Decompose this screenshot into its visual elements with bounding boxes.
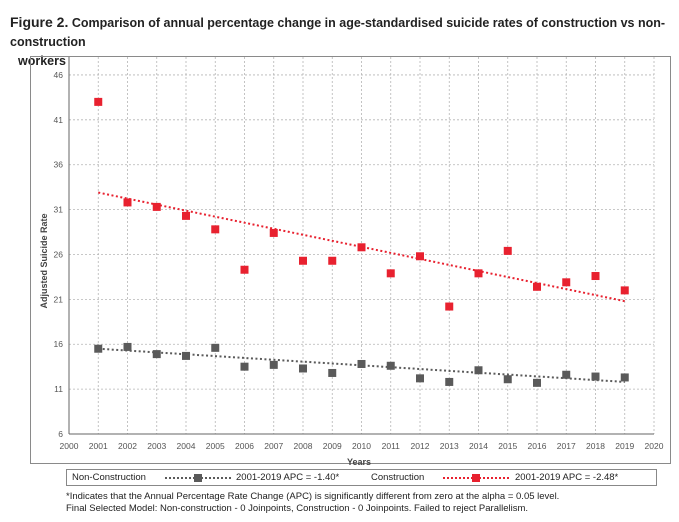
- non-construction-point: [269, 360, 278, 369]
- x-tick-label: 2007: [264, 441, 283, 451]
- construction-point: [357, 243, 366, 252]
- x-tick-label: 2015: [498, 441, 517, 451]
- y-tick-label: 26: [54, 249, 64, 259]
- construction-point: [620, 286, 629, 295]
- legend-noncon-apc: 2001-2019 APC = -1.40*: [236, 472, 340, 483]
- construction-point: [445, 302, 454, 311]
- x-tick-label: 2005: [206, 441, 225, 451]
- y-axis-label: Adjusted Suicide Rate: [39, 213, 49, 308]
- x-tick-label: 2017: [557, 441, 576, 451]
- x-axis-label: Years: [347, 457, 371, 467]
- non-construction-point: [562, 370, 571, 379]
- non-construction-point: [94, 344, 103, 353]
- marker-layer: [94, 97, 629, 387]
- non-construction-point: [123, 342, 132, 351]
- x-tick-label: 2012: [411, 441, 430, 451]
- x-tick-label: 2020: [645, 441, 664, 451]
- non-construction-point: [152, 350, 161, 359]
- non-construction-point: [503, 375, 512, 384]
- non-construction-point: [357, 359, 366, 368]
- x-tick-label: 2014: [469, 441, 488, 451]
- y-tick-label: 16: [54, 339, 64, 349]
- legend-noncon-label: Non-Construction: [72, 472, 146, 483]
- y-tick-label: 46: [54, 70, 64, 80]
- legend-noncon-swatch: [165, 474, 231, 482]
- x-tick-label: 2019: [615, 441, 634, 451]
- non-construction-point: [182, 351, 190, 360]
- construction-point: [503, 246, 512, 255]
- y-tick-label: 36: [54, 160, 64, 170]
- construction-point: [299, 256, 307, 265]
- construction-point: [152, 202, 161, 211]
- non-construction-point: [240, 362, 249, 371]
- construction-point: [182, 211, 190, 220]
- x-tick-label: 2013: [440, 441, 459, 451]
- title-text-line2: workers: [18, 54, 66, 68]
- construction-point: [269, 228, 278, 237]
- x-tick-label: 2002: [118, 441, 137, 451]
- non-construction-point: [386, 361, 395, 370]
- x-tick-label: 2008: [294, 441, 313, 451]
- figure-label: Figure 2.: [10, 14, 69, 30]
- footnote-significance: *Indicates that the Annual Percentage Ra…: [66, 491, 560, 502]
- y-tick-label: 6: [58, 429, 63, 439]
- legend-con-label: Construction: [371, 472, 425, 483]
- footnote-model: Final Selected Model: Non-construction -…: [66, 503, 529, 514]
- non-construction-point: [211, 343, 220, 352]
- construction-point: [328, 256, 337, 265]
- y-tick-label: 21: [54, 294, 64, 304]
- axis-layer: 2000 2001 2002 2003 2004 2005 2006 2007 2008 2009…: [54, 57, 664, 451]
- legend-con-swatch: [443, 474, 509, 482]
- non-construction-point: [591, 372, 600, 381]
- y-tick-label: 11: [54, 384, 63, 394]
- x-tick-label: 2001: [89, 441, 108, 451]
- construction-point: [562, 278, 571, 287]
- non-construction-point: [474, 366, 483, 375]
- legend: Non-Construction 2001-2019 APC = -1.40* …: [66, 469, 657, 486]
- construction-point: [211, 225, 220, 234]
- construction-point: [94, 97, 103, 106]
- construction-point: [591, 272, 600, 281]
- x-tick-label: 2006: [235, 441, 254, 451]
- construction-point: [533, 282, 541, 291]
- x-tick-label: 2009: [323, 441, 342, 451]
- non-construction-point: [328, 368, 337, 377]
- x-tick-label: 2003: [147, 441, 166, 451]
- construction-point: [123, 198, 132, 207]
- construction-point: [474, 269, 483, 278]
- x-tick-label: 2018: [586, 441, 605, 451]
- non-construction-point: [299, 364, 307, 373]
- x-tick-label: 2016: [528, 441, 547, 451]
- x-tick-label: 2004: [177, 441, 196, 451]
- non-construction-point: [416, 374, 424, 383]
- construction-point: [386, 269, 395, 278]
- non-construction-point: [620, 373, 629, 382]
- y-tick-label: 41: [54, 115, 64, 125]
- legend-con-apc: 2001-2019 APC = -2.48*: [515, 472, 619, 483]
- construction-point: [416, 252, 424, 261]
- x-tick-label: 2000: [60, 441, 79, 451]
- construction-point: [240, 265, 249, 274]
- plot-frame: [30, 56, 671, 464]
- y-tick-label: 31: [54, 205, 64, 215]
- x-tick-label: 2010: [352, 441, 371, 451]
- x-tick-label: 2011: [382, 441, 401, 451]
- title-text-line1: Comparison of annual percentage change i…: [10, 16, 666, 49]
- chart-title: Figure 2. Comparison of annual percentag…: [10, 13, 670, 71]
- non-construction-point: [533, 378, 541, 387]
- non-construction-point: [445, 377, 454, 386]
